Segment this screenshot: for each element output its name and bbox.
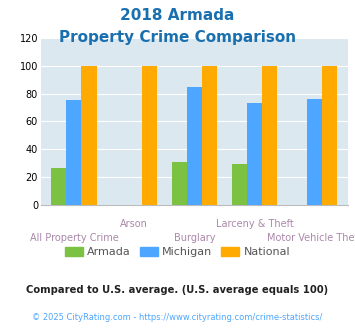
Bar — [202, 66, 217, 205]
Bar — [172, 162, 187, 205]
Bar — [187, 86, 202, 205]
Bar — [142, 66, 157, 205]
Text: Property Crime Comparison: Property Crime Comparison — [59, 30, 296, 45]
Bar — [66, 100, 81, 205]
Legend: Armada, Michigan, National: Armada, Michigan, National — [63, 245, 292, 260]
Text: © 2025 CityRating.com - https://www.cityrating.com/crime-statistics/: © 2025 CityRating.com - https://www.city… — [32, 313, 323, 322]
Bar — [51, 169, 66, 205]
Text: Motor Vehicle Theft: Motor Vehicle Theft — [267, 233, 355, 243]
Bar — [247, 103, 262, 205]
Bar — [232, 164, 247, 205]
Text: Larceny & Theft: Larceny & Theft — [216, 219, 294, 229]
Bar — [307, 99, 322, 205]
Text: Compared to U.S. average. (U.S. average equals 100): Compared to U.S. average. (U.S. average … — [26, 285, 329, 295]
Text: Arson: Arson — [120, 219, 148, 229]
Bar — [81, 66, 97, 205]
Bar — [262, 66, 277, 205]
Text: Burglary: Burglary — [174, 233, 215, 243]
Text: 2018 Armada: 2018 Armada — [120, 8, 235, 23]
Text: All Property Crime: All Property Crime — [29, 233, 118, 243]
Bar — [322, 66, 337, 205]
